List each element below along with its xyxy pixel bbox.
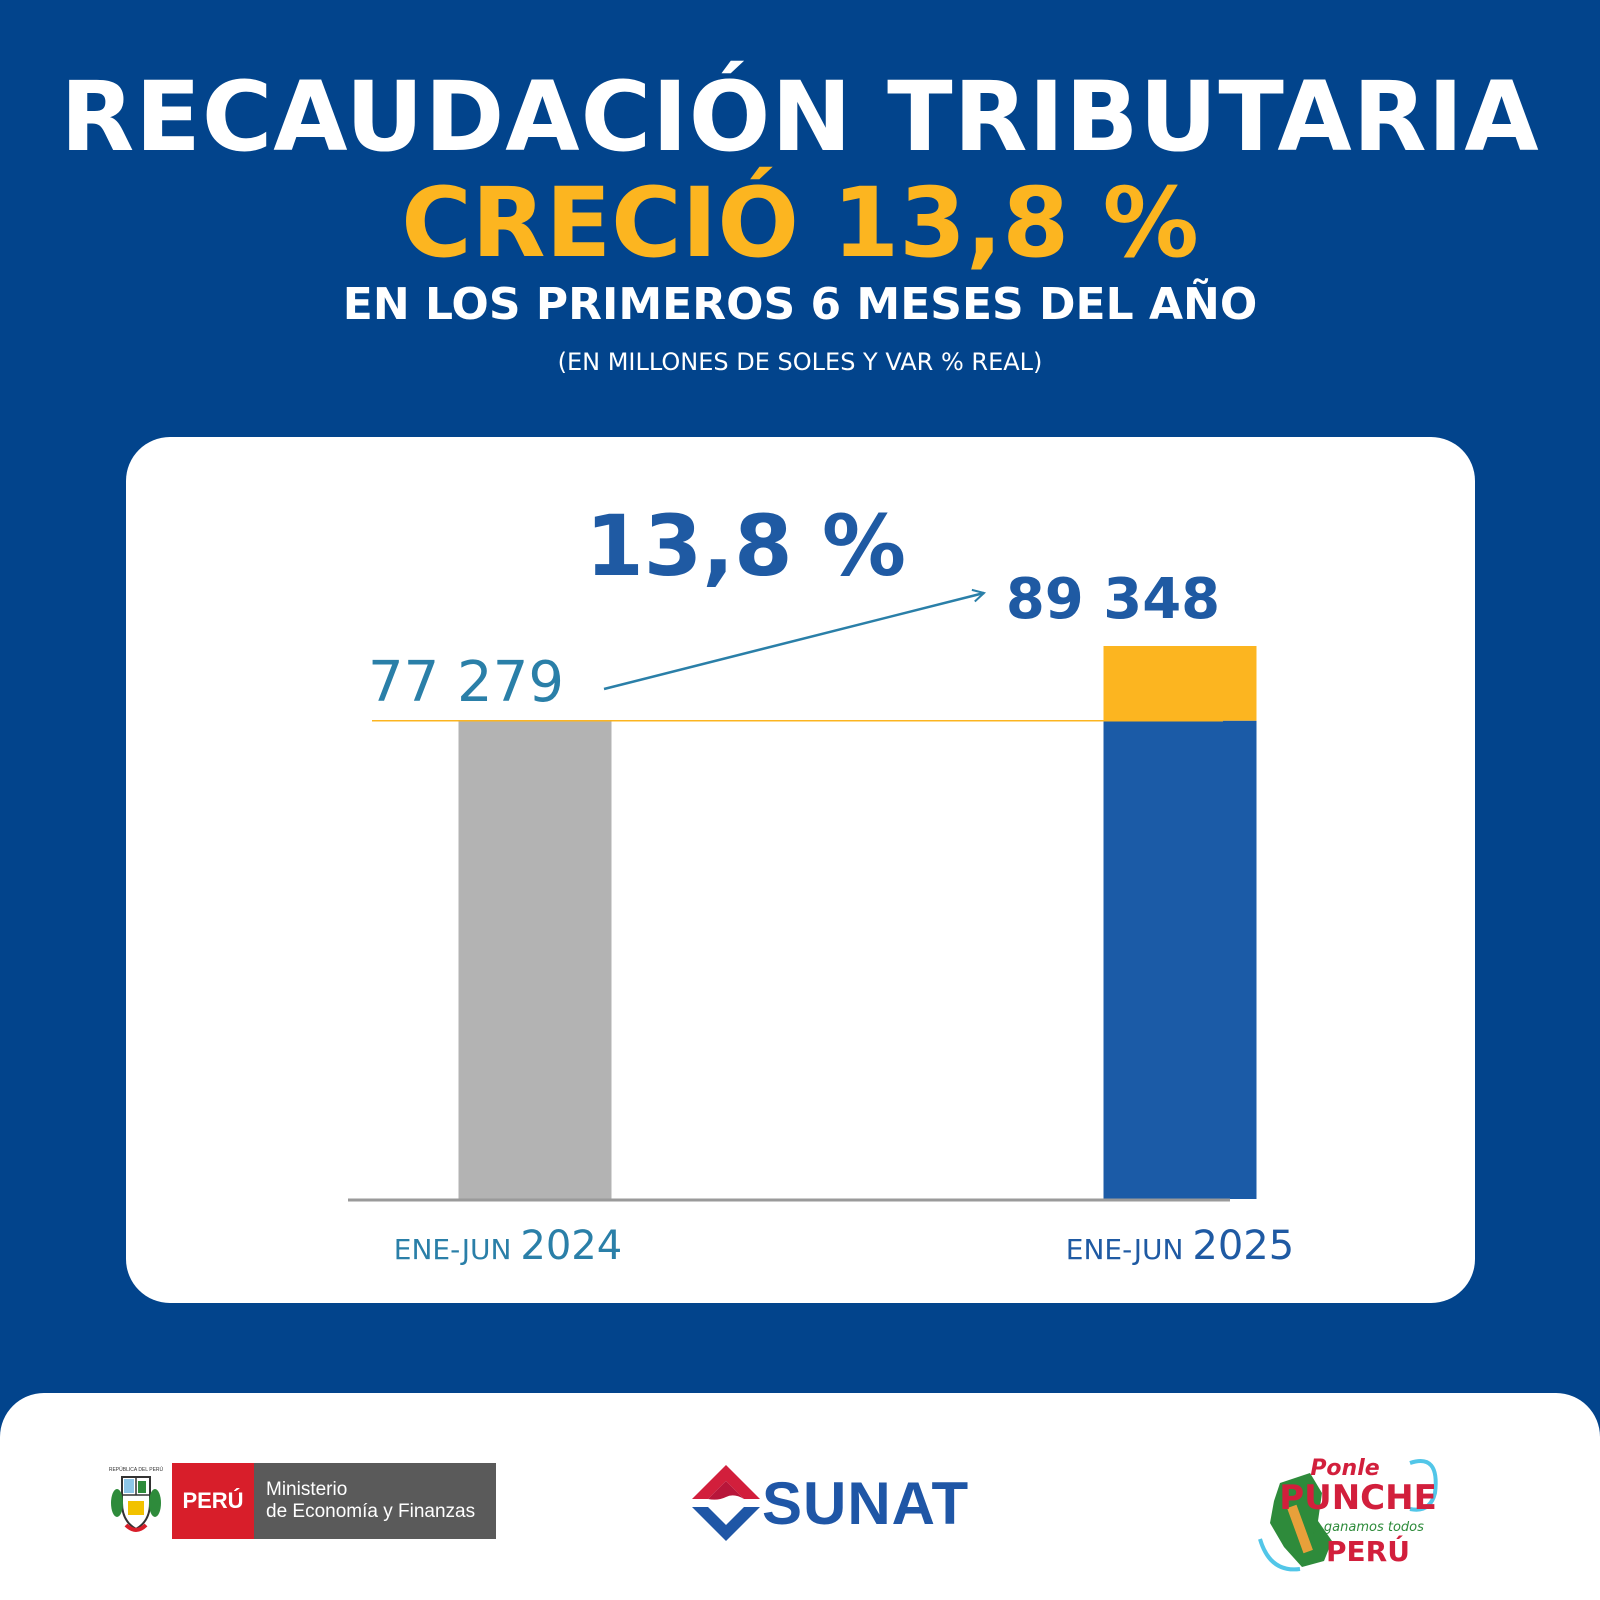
ponle-punche-logo: Ponle PUNCHE y ganamos todos PERÚ xyxy=(1258,1456,1438,1572)
peru-coat-of-arms-icon: REPÚBLICA DEL PERÚ xyxy=(109,1466,164,1532)
sunat-logo: SUNAT xyxy=(682,1459,969,1547)
bar-2025 xyxy=(1103,720,1257,1199)
value-label-2024: 77 279 xyxy=(368,650,564,715)
ponle-line-3: y ganamos todos xyxy=(1311,1520,1424,1535)
mef-logo: REPÚBLICA DEL PERÚ PERÚ Ministerio de Ec… xyxy=(108,1461,496,1541)
sunat-wordmark: SUNAT xyxy=(762,1469,970,1537)
svg-text:REPÚBLICA DEL PERÚ: REPÚBLICA DEL PERÚ xyxy=(109,1466,164,1473)
ministry-label: Ministerio de Economía y Finanzas xyxy=(254,1463,496,1539)
ministry-line-2: de Economía y Finanzas xyxy=(266,1501,476,1522)
category-label-2025: ENE-JUN 2025 xyxy=(1066,1223,1294,1269)
bar-2024 xyxy=(458,720,612,1199)
category-year: 2025 xyxy=(1192,1223,1294,1269)
ministry-line-1: Ministerio xyxy=(266,1479,348,1500)
title-line-3: EN LOS PRIMEROS 6 MESES DEL AÑO xyxy=(342,279,1258,330)
ponle-line-4: PERÚ xyxy=(1326,1534,1410,1568)
growth-label: 13,8 % xyxy=(585,497,906,595)
category-prefix: ENE-JUN xyxy=(394,1233,521,1266)
growth-arrow xyxy=(603,593,984,691)
title-line-1: RECAUDACIÓN TRIBUTARIA xyxy=(60,61,1540,173)
title-line-2: CRECIÓ 13,8 % xyxy=(401,167,1199,279)
ponle-line-2: PUNCHE xyxy=(1279,1478,1437,1518)
sunat-emblem-icon xyxy=(692,1465,760,1541)
value-label-2025: 89 348 xyxy=(1006,567,1220,632)
category-prefix: ENE-JUN xyxy=(1066,1233,1193,1266)
ponle-line-1: Ponle xyxy=(1310,1456,1379,1481)
peru-label: PERÚ xyxy=(172,1463,254,1539)
category-year: 2024 xyxy=(520,1223,622,1269)
footer: REPÚBLICA DEL PERÚ PERÚ Ministerio de Ec… xyxy=(0,1393,1600,1600)
category-label-2024: ENE-JUN 2024 xyxy=(394,1223,622,1269)
bar-2025-increase xyxy=(1103,646,1257,721)
chart-card: 77 279 89 348 13,8 % ENE-JUN 2024 ENE-JUN 20… xyxy=(126,437,1475,1303)
subtitle: (EN MILLONES DE SOLES Y VAR % REAL) xyxy=(557,348,1043,376)
